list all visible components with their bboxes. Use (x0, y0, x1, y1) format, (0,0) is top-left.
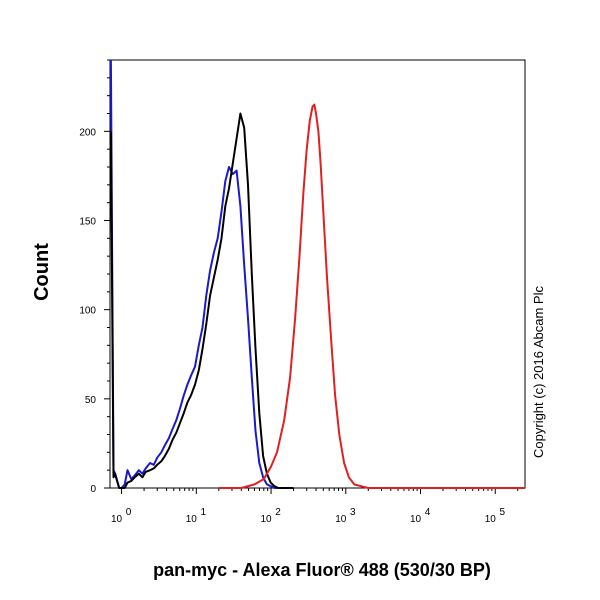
x-tick-label: 10 (260, 514, 272, 525)
x-tick-label: 10 (111, 514, 123, 525)
y-tick-label: 150 (79, 217, 96, 228)
x-tick-exponent: 4 (425, 507, 431, 518)
series-line-1 (109, 59, 282, 489)
x-tick-label: 10 (335, 514, 347, 525)
y-tick-label: 100 (79, 306, 96, 317)
x-tick-label: 10 (410, 514, 422, 525)
y-tick-label: 200 (79, 127, 96, 138)
x-axis-label: pan-myc - Alexa Fluor® 488 (530/30 BP) (153, 560, 491, 580)
y-tick-label: 50 (85, 395, 97, 406)
y-tick-label: 0 (90, 484, 96, 495)
x-tick-exponent: 0 (126, 507, 132, 518)
series-line-3 (218, 103, 525, 489)
x-tick-exponent: 5 (499, 507, 505, 518)
x-tick-exponent: 3 (350, 507, 356, 518)
x-tick-label: 10 (485, 514, 497, 525)
x-tick-exponent: 2 (275, 507, 281, 518)
copyright-text: Copyright (c) 2016 Abcam Plc (531, 286, 546, 458)
x-tick-exponent: 1 (201, 507, 207, 518)
y-axis-label: Count (31, 243, 53, 301)
series-line-2 (109, 112, 294, 489)
x-tick-label: 10 (186, 514, 198, 525)
